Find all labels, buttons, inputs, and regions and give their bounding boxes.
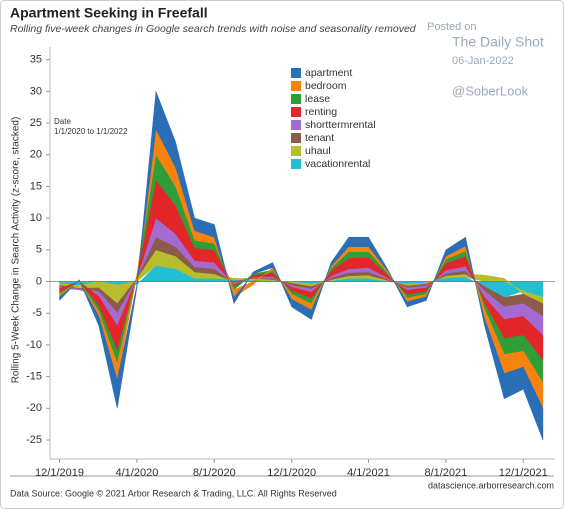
x-tick-label: 12/1/2021	[499, 467, 548, 479]
watermark: @SoberLook	[452, 83, 529, 98]
watermark: 06-Jan-2022	[452, 55, 514, 67]
legend-label: renting	[305, 106, 337, 118]
legend-label: shorttermrental	[305, 119, 376, 131]
area	[59, 91, 544, 441]
chart-title: Apartment Seeking in Freefall	[10, 5, 208, 21]
y-tick-label: 0	[36, 275, 42, 287]
y-tick-label: 20	[30, 149, 42, 161]
x-tick-label: 12/1/2020	[267, 467, 316, 479]
watermark: Posted on	[427, 21, 477, 33]
y-tick-label: 30	[30, 85, 42, 97]
legend-label: apartment	[305, 67, 352, 79]
y-tick-label: -5	[32, 307, 42, 319]
legend-swatch	[291, 107, 301, 117]
legend-label: uhaul	[305, 145, 331, 157]
y-tick-label: -25	[26, 434, 42, 446]
legend-label: lease	[305, 93, 330, 105]
filter-value: 1/1/2020 to 1/1/2022	[54, 127, 128, 136]
y-tick-label: 15	[30, 180, 42, 192]
y-tick-label: 35	[30, 54, 42, 66]
x-tick-label: 12/1/2019	[35, 467, 84, 479]
y-tick-label: -20	[26, 402, 42, 414]
y-tick-label: -15	[26, 371, 42, 383]
legend-swatch	[291, 94, 301, 104]
x-tick-label: 8/1/2021	[424, 467, 467, 479]
y-tick-label: 10	[30, 212, 42, 224]
source-url: datascience.arborresearch.com	[428, 480, 554, 490]
x-tick-label: 4/1/2020	[116, 467, 159, 479]
legend-label: bedroom	[305, 80, 347, 92]
y-tick-label: 5	[36, 244, 42, 256]
legend-swatch	[291, 133, 301, 143]
legend-swatch	[291, 159, 301, 169]
y-axis-title: Rolling 5-Week Change in Search Activity…	[11, 117, 22, 384]
y-tick-label: 25	[30, 117, 42, 129]
legend-swatch	[291, 146, 301, 156]
y-tick-label: -10	[26, 339, 42, 351]
x-tick-label: 8/1/2020	[193, 467, 236, 479]
legend-swatch	[291, 68, 301, 78]
legend-label: vacationrental	[305, 158, 370, 170]
legend-swatch	[291, 120, 301, 130]
watermark: The Daily Shot	[452, 34, 544, 50]
legend-swatch	[291, 81, 301, 91]
legend-label: tenant	[305, 132, 334, 144]
source: Data Source: Google © 2021 Arbor Researc…	[10, 488, 337, 498]
filter-title: Date	[54, 117, 71, 126]
x-tick-label: 4/1/2021	[347, 467, 390, 479]
chart-subtitle: Rolling five-week changes in Google sear…	[10, 23, 417, 35]
